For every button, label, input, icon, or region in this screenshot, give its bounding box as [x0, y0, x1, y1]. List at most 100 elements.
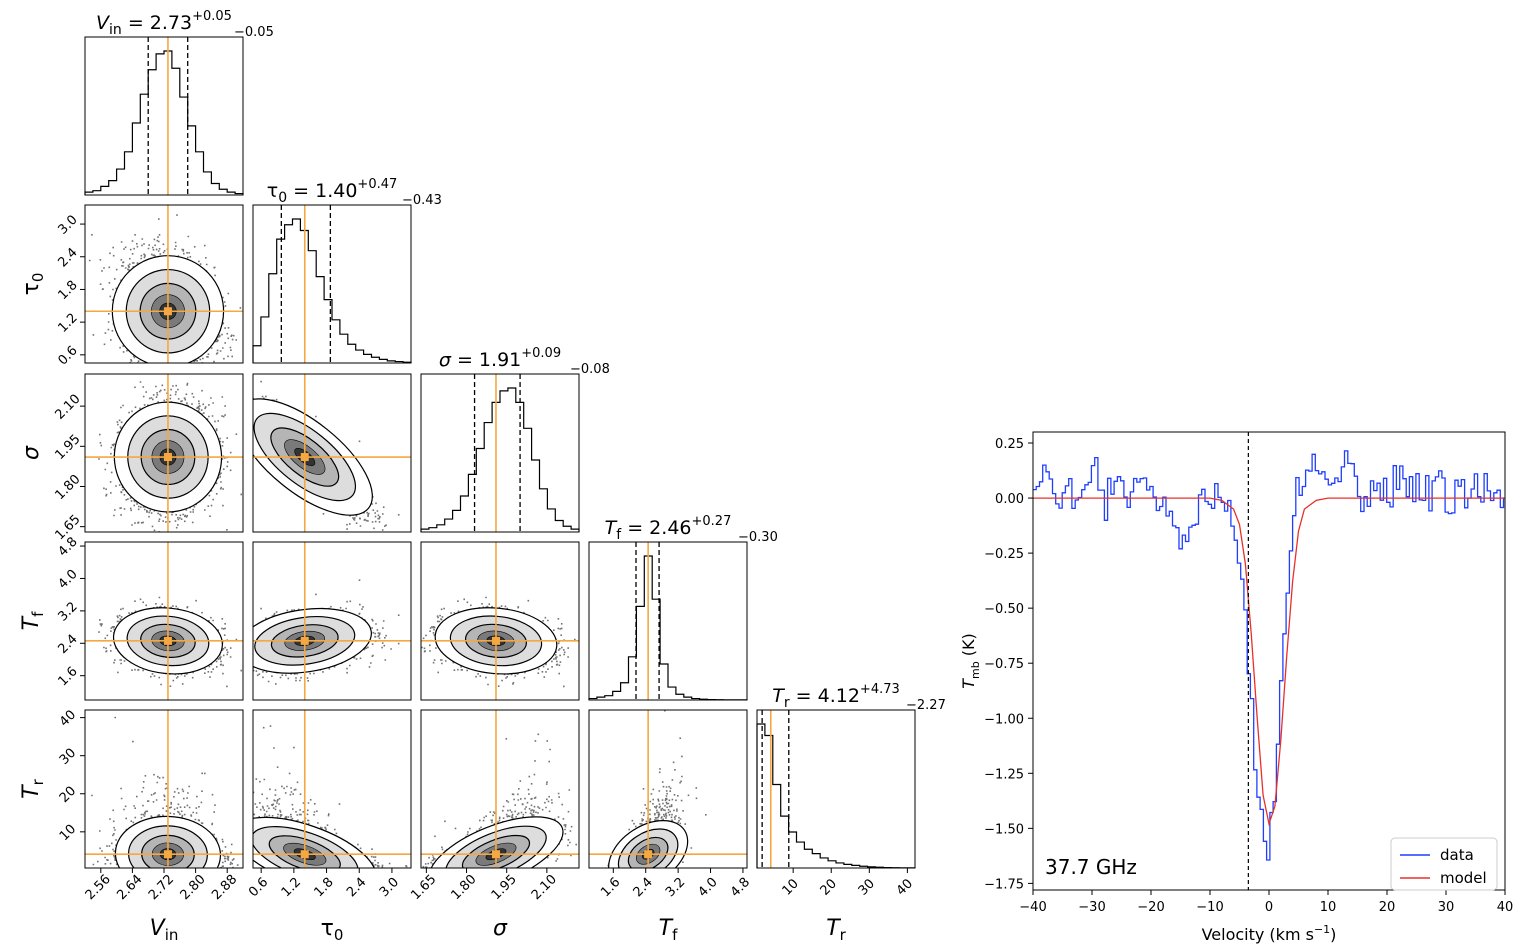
x-axis-2: 1.65 1.80 1.95 2.10 σ [408, 868, 560, 941]
x-tick-label: 1.8 [311, 875, 336, 900]
spectrum-plot: −40 −30 −20 −10 0 10 20 30 40 0.25 0.00 −0.25 −0.50 −… [959, 431, 1514, 944]
spec-y-tick-label: −1.50 [984, 822, 1024, 837]
y-tick-label: 1.80 [53, 472, 84, 503]
x-tick-label: 40 [894, 876, 916, 898]
label-symbol: T [19, 615, 44, 630]
truth-marker [644, 850, 653, 859]
marginal-histogram-2 [420, 387, 580, 532]
title-value: = 2.73 [122, 12, 192, 34]
y-tick-label: 1.2 [55, 311, 80, 336]
joint-content [85, 205, 243, 363]
y-tick-label: 0.6 [55, 343, 80, 368]
ylabel-end: (K) [959, 633, 978, 661]
label-subscript: 0 [29, 273, 47, 283]
joint-content [421, 710, 579, 868]
joint-panel-4-3 [588, 709, 748, 869]
marginal-title-1: τ0 = 1.40+0.47 [267, 177, 398, 206]
x-tick-label: 1.2 [279, 875, 304, 900]
y-tick-label: 3.2 [55, 599, 80, 624]
x-tick-label: 1.65 [408, 872, 439, 903]
marginal-title-3: Tf = 2.46+0.27 [605, 514, 732, 543]
truth-marker [300, 850, 309, 859]
title-plus: +0.09 [521, 346, 561, 361]
spec-y-tick-label: 0.00 [995, 492, 1024, 507]
x-tick-label: 2.72 [146, 872, 177, 903]
label-subscript: f [29, 611, 47, 617]
y-tick-label: 1.6 [55, 664, 80, 689]
x-tick-label: 2.80 [178, 872, 209, 903]
ylabel-sub: mb [969, 661, 982, 679]
spec-x-tick-label: 30 [1438, 900, 1455, 915]
joint-panel-2-1 [252, 373, 412, 533]
y-tick-label: 4.0 [55, 567, 80, 592]
title-minus-4: −2.27 [906, 698, 946, 713]
joint-frame [252, 373, 412, 533]
marginal-histogram-1 [252, 218, 412, 363]
title-subscript: f [616, 527, 622, 543]
marginal-frame-4 [756, 709, 916, 869]
spec-x-tick-label: −40 [1019, 900, 1046, 915]
marginal-panel-4: Tr = 4.12+4.73 −2.27 [756, 682, 946, 869]
marginal-histogram-3 [588, 555, 748, 701]
title-minus-2: −0.08 [570, 362, 610, 377]
y-tick-label: 2.10 [53, 392, 84, 423]
y-axis-1: 0.6 1.2 1.8 2.4 3.0 τ0 [19, 213, 85, 369]
legend-box [1390, 837, 1498, 891]
truth-marker [163, 636, 172, 645]
marginal-frame-0 [84, 36, 244, 196]
label-subscript: in [165, 926, 179, 944]
joint-panel-3-1 [252, 541, 412, 701]
xlabel-text: Velocity (km s [1202, 925, 1314, 944]
frequency-annotation: 37.7 GHz [1045, 855, 1137, 879]
x-tick-label: 1.6 [598, 875, 623, 900]
truth-marker [163, 850, 172, 859]
joint-frame [84, 373, 244, 533]
label-symbol: T [826, 916, 841, 941]
label-symbol: V [150, 916, 167, 941]
x-axis-label: Tf [659, 916, 678, 944]
y-axis-3: 1.62.43.24.04.8Tf [19, 534, 85, 689]
spec-x-tick-label: 20 [1379, 900, 1396, 915]
x-tick-label: 20 [818, 876, 840, 898]
y-axis-label: σ [19, 445, 44, 460]
label-subscript: f [672, 926, 678, 944]
y-axis-label: Tf [19, 611, 47, 630]
y-tick-label: 3.0 [55, 213, 80, 238]
spec-x-tick-label: 40 [1497, 900, 1514, 915]
spec-y-axis-label: Tmb (K) [959, 633, 982, 689]
y-axis-label: Tr [19, 778, 47, 798]
joint-frame [588, 709, 748, 869]
spec-x-axis-label: Velocity (km s−1) [1202, 923, 1337, 944]
title-symbol: V [96, 12, 111, 34]
label-subscript: r [29, 778, 47, 785]
x-axis-label: Vin [150, 916, 179, 944]
marginal-histogram-0 [84, 50, 244, 195]
x-axis-3: 1.6 2.4 3.2 4.0 4.8 Tf [598, 868, 753, 944]
y-tick-label: 1.95 [53, 432, 84, 463]
marginal-histogram-4 [756, 723, 916, 869]
x-tick-label: 2.56 [83, 872, 114, 903]
x-axis-label: σ [493, 916, 508, 941]
title-plus: +4.73 [860, 682, 900, 697]
x-tick-label: 2.4 [631, 875, 656, 900]
y-tick-label: 20 [57, 784, 79, 806]
x-tick-label: 0.6 [246, 875, 271, 900]
title-plus: +0.27 [692, 514, 732, 529]
series-line-model [1033, 497, 1505, 827]
marginal-panel-3: Tf = 2.46+0.27 −0.30 [588, 514, 778, 701]
joint-frame [420, 541, 580, 701]
spec-y-tick-label: 0.25 [995, 437, 1024, 452]
marginal-title-0: Vin = 2.73+0.05 [96, 9, 232, 38]
joint-panel-4-0 [84, 709, 244, 869]
joint-panel-4-1 [252, 709, 412, 869]
label-subscript: 0 [334, 926, 344, 944]
y-tick-label: 30 [57, 746, 79, 768]
x-tick-label: 4.0 [695, 875, 720, 900]
y-axis-label: τ0 [19, 273, 47, 296]
ylabel-text: T [959, 678, 978, 689]
truth-marker [491, 850, 500, 859]
title-value: = 1.40 [287, 180, 357, 202]
x-tick-label: 4.8 [728, 875, 753, 900]
y-tick-label: 2.4 [55, 245, 80, 270]
